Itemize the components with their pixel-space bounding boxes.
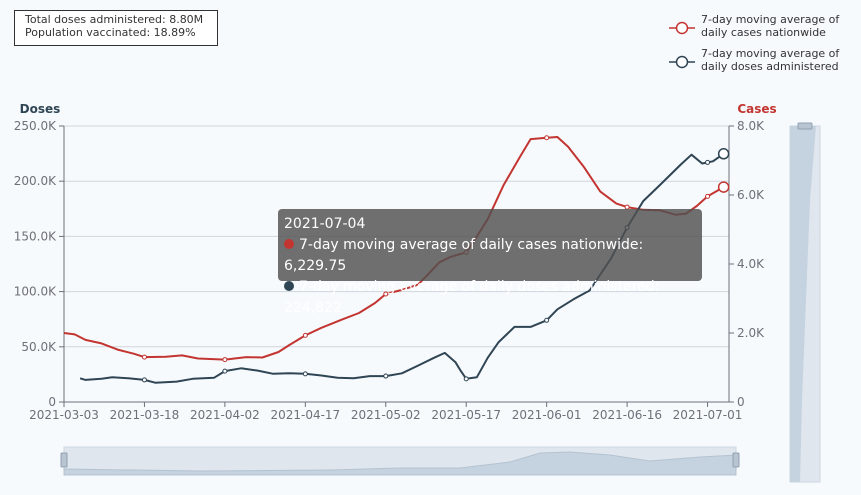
x-axis-tick-label: 2021-04-02 [190, 408, 260, 422]
series-marker [544, 317, 550, 323]
series-marker [141, 354, 147, 360]
tooltip-date: 2021-07-04 [284, 216, 366, 232]
tooltip-row-doses: 7-day moving average of daily doses admi… [284, 277, 696, 319]
x-axis-tick-label: 2021-04-17 [270, 408, 340, 422]
right-axis-title: Cases [737, 102, 776, 116]
series-marker [222, 357, 228, 363]
series-marker [544, 135, 550, 141]
highlight-point [717, 181, 730, 193]
x-axis-tick-label: 2021-07-01 [673, 408, 743, 422]
left-axis-tick-label: 100.0K [14, 285, 57, 299]
datazoom-preview-area [63, 451, 737, 476]
series-marker [383, 291, 389, 297]
left-axis-tick-label: 50.0K [21, 340, 57, 354]
right-axis-tick-label: 0 [737, 395, 745, 409]
cases-dot-icon [284, 239, 294, 249]
summary-box: Total doses administered: 8.80M Populati… [14, 10, 218, 46]
tooltip: 2021-07-04 7-day moving average of daily… [278, 209, 702, 316]
vertical-datazoom-handle[interactable] [797, 122, 813, 130]
left-axis-tick-label: 200.0K [14, 174, 57, 188]
series-marker [302, 332, 308, 338]
right-axis-tick-label: 4.0K [737, 257, 765, 271]
tooltip-row-cases: 7-day moving average of daily cases nati… [284, 235, 696, 277]
series-marker [705, 159, 711, 165]
left-axis-tick-label: 150.0K [14, 229, 57, 243]
right-axis-tick-label: 2.0K [737, 326, 765, 340]
axes: 0 50.0K 100.0K 150.0K 200.0K 250.0K 0 2.0K 4.0K 6… [14, 102, 777, 422]
legend-label-line2: daily doses administered [701, 60, 839, 73]
x-axis-tick-label: 2021-05-02 [351, 408, 421, 422]
series-marker [705, 193, 711, 199]
x-axis-tick-label: 2021-06-01 [512, 408, 582, 422]
legend-label-line2: daily cases nationwide [701, 26, 826, 39]
series-marker [383, 373, 389, 379]
left-axis-tick-label: 0 [48, 395, 56, 409]
series-marker [222, 368, 228, 374]
series-marker [302, 371, 308, 377]
left-axis-title: Doses [20, 102, 61, 116]
population-vaccinated-text: Population vaccinated: 18.89% [25, 26, 196, 39]
datazoom-handle-left[interactable] [60, 452, 68, 468]
tooltip-cases-text: 7-day moving average of daily cases nati… [284, 237, 644, 274]
left-axis-tick-label: 250.0K [14, 119, 57, 133]
right-axis-tick-label: 8.0K [737, 119, 765, 133]
x-axis-tick-label: 2021-05-17 [431, 408, 501, 422]
x-axis-tick-label: 2021-03-18 [110, 408, 180, 422]
datazoom-handle-right[interactable] [732, 452, 740, 468]
legend-label-line1: 7-day moving average of [701, 13, 840, 26]
legend-marker-icon [675, 55, 689, 69]
horizontal-datazoom-slider[interactable] [60, 446, 740, 476]
x-axis-tick-label: 2021-06-16 [592, 408, 662, 422]
highlight-point [717, 148, 730, 160]
series-marker [141, 377, 147, 383]
series-marker [463, 376, 469, 382]
vertical-datazoom-slider[interactable] [789, 122, 821, 483]
x-axis-tick-label: 2021-03-03 [29, 408, 99, 422]
right-axis-tick-label: 6.0K [737, 188, 765, 202]
doses-dot-icon [284, 281, 294, 291]
tooltip-doses-text: 7-day moving average of daily doses admi… [284, 279, 660, 316]
legend-marker-icon [675, 21, 689, 35]
legend-label-line1: 7-day moving average of [701, 47, 840, 60]
vertical-datazoom-preview [790, 126, 816, 482]
total-doses-text: Total doses administered: 8.80M [25, 13, 204, 26]
